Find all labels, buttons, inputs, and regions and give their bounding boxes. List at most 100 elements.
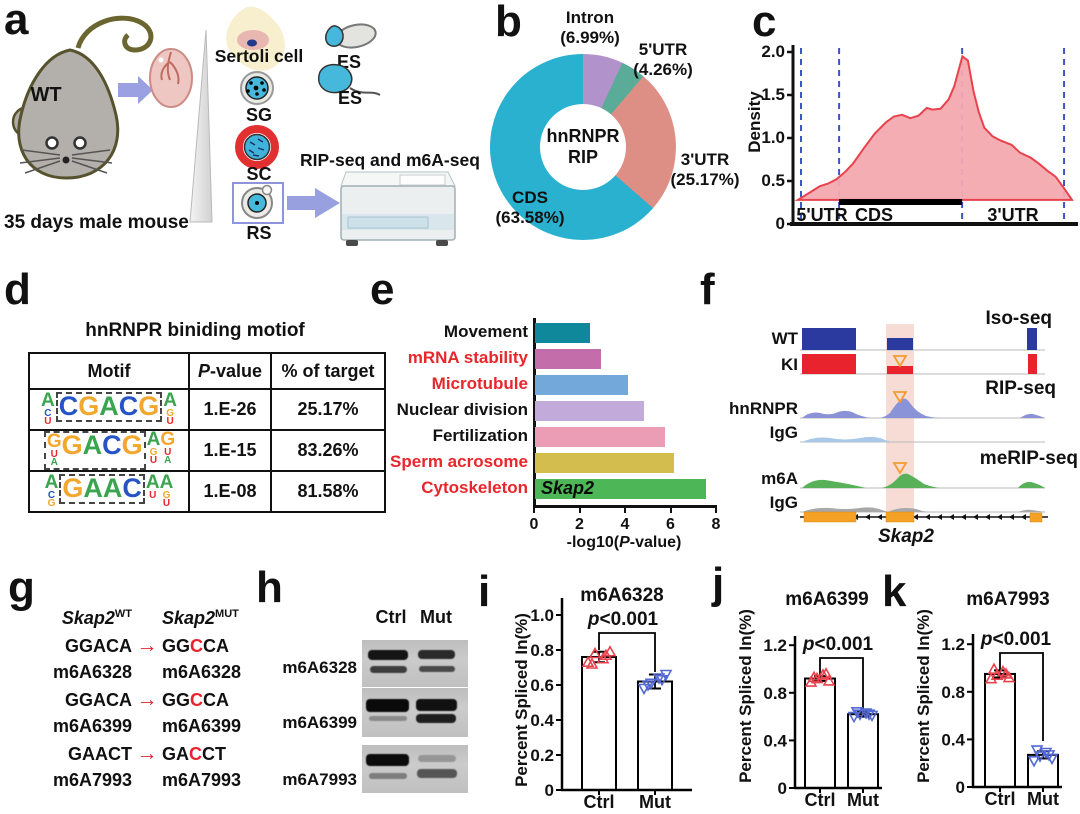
k-title: m6A7993 xyxy=(966,589,1049,610)
rs-cell-illustration xyxy=(241,184,273,219)
gel-col-mut: Mut xyxy=(420,607,452,627)
i-point-Mut xyxy=(652,673,666,685)
j-point-Mut xyxy=(862,709,876,721)
donut-center-line1: hnRNPR xyxy=(546,126,620,147)
i-point-Ctrl xyxy=(588,646,602,659)
track-igg-rip xyxy=(802,436,1045,442)
logo-letter: G xyxy=(62,473,84,504)
donut-center-label: hnRNPR RIP xyxy=(505,54,661,240)
strand-arrowhead xyxy=(925,514,930,520)
go-bar-3 xyxy=(535,375,629,395)
label-m6a: m6A xyxy=(761,469,798,488)
logo-letter: A xyxy=(163,390,177,412)
j-bar-Ctrl xyxy=(804,677,836,790)
label-rip-seq: RIP-seq xyxy=(985,378,1056,399)
mut-sequence: GACCT xyxy=(162,744,226,764)
logo-letter-small: U xyxy=(166,416,174,428)
k-point-Mut xyxy=(1033,751,1047,763)
e-xaxis xyxy=(533,505,717,508)
strand-arrowhead xyxy=(937,514,942,520)
logo-letter: A xyxy=(99,391,119,422)
mutation-sequences: Skap2WT Skap2MUT GGACA → GGCCA m6A6328 m6A6328… xyxy=(20,608,260,797)
k-ylabel: Percent Spliced In(%) xyxy=(914,609,933,783)
strand-arrowhead xyxy=(985,514,990,520)
j-ytick-label: 0 xyxy=(778,779,787,798)
mouse-whiskers xyxy=(19,149,113,174)
j-ytick-label: 0.8 xyxy=(763,684,787,703)
gel-col-ctrl: Ctrl xyxy=(375,607,407,627)
mutation-arrow-icon: → xyxy=(136,688,158,711)
k-point-Ctrl xyxy=(987,662,1001,674)
i-title: m6A6328 xyxy=(580,585,663,606)
i-ytick-label: 0 xyxy=(545,781,554,800)
panel-letter-f: f xyxy=(700,265,715,314)
mut-sequence: GGCCA xyxy=(162,636,230,656)
wt-sequence: GAACT xyxy=(68,744,132,764)
go-category-label: Nuclear division xyxy=(396,400,528,419)
j-point-Mut xyxy=(850,707,864,719)
sequencer-illustration xyxy=(340,171,456,246)
j-title: m6A6399 xyxy=(785,589,868,610)
logo-letter-small: G xyxy=(47,498,56,510)
c-region-cds: CDS xyxy=(854,205,893,225)
wt-header: Skap2WT xyxy=(61,608,132,628)
label-igg-rip: IgG xyxy=(770,423,798,442)
logo-letter-small: A xyxy=(164,455,172,467)
label-hnrnpr: hnRNPR xyxy=(730,399,798,418)
mouse-illustration: WT xyxy=(11,15,154,180)
mut-site-label: m6A6399 xyxy=(162,716,242,736)
go-category-label: Microtubule xyxy=(431,374,528,393)
label-iso-seq: Iso-seq xyxy=(985,308,1052,329)
gel-row-m6a6328: m6A6328 xyxy=(282,658,357,677)
j-point-Ctrl xyxy=(807,670,821,683)
arrow-rs-to-sequencer xyxy=(287,188,340,218)
slice-label-intron: Intron (6.99%) xyxy=(560,8,620,48)
strand-arrowhead xyxy=(877,514,882,520)
testis-illustration xyxy=(149,48,193,108)
go-category-label: Fertilization xyxy=(432,426,528,445)
k-ytick-label: 0.8 xyxy=(941,683,965,702)
wt-site-label: m6A7993 xyxy=(52,770,132,790)
i-cat-label-Ctrl: Ctrl xyxy=(584,792,615,812)
mutation-arrow-icon: → xyxy=(136,634,158,657)
density-area xyxy=(794,54,1074,201)
mut-site-label: m6A7993 xyxy=(162,770,242,790)
gel-row-m6a7993: m6A7993 xyxy=(282,770,357,789)
logo-letter: G xyxy=(78,391,100,422)
logo-letter-small: U xyxy=(164,446,172,458)
panel-letter-k: k xyxy=(882,567,907,616)
mouse-body xyxy=(17,48,120,180)
logo-letter: G xyxy=(138,391,160,422)
logo-letter: C xyxy=(102,430,122,461)
i-point-Ctrl xyxy=(596,652,610,664)
gel-image-2 xyxy=(362,688,468,737)
go-bar-chart: -log10(P-value) Movement mRNA stability Mi… xyxy=(388,270,733,560)
logo-letter: A xyxy=(145,472,160,494)
strand-arrowhead xyxy=(973,514,978,520)
label-ki: KI xyxy=(781,355,798,374)
logo-letter-small: G xyxy=(149,446,158,458)
e-xtick-mark xyxy=(669,507,672,513)
slice-label-3utr: 3'UTR (25.17%) xyxy=(670,150,740,190)
track-ki xyxy=(802,354,1037,374)
logo-letter: C xyxy=(118,391,139,422)
c-ytick-0: 0 xyxy=(775,214,785,233)
pvalue-1: 1.E-26 xyxy=(188,388,272,431)
go-category-label: Sperm acrosome xyxy=(390,452,528,471)
i-point-Mut xyxy=(637,683,651,696)
i-ytick-label: 0.8 xyxy=(530,641,554,660)
k-point-Ctrl xyxy=(999,667,1013,679)
logo-letter-small: C xyxy=(47,489,56,501)
go-category-label: mRNA stability xyxy=(407,348,528,367)
k-ytick-label: 0.4 xyxy=(941,730,965,749)
k-pvalue: p<0.001 xyxy=(980,629,1052,650)
i-bar-Ctrl xyxy=(581,656,617,791)
